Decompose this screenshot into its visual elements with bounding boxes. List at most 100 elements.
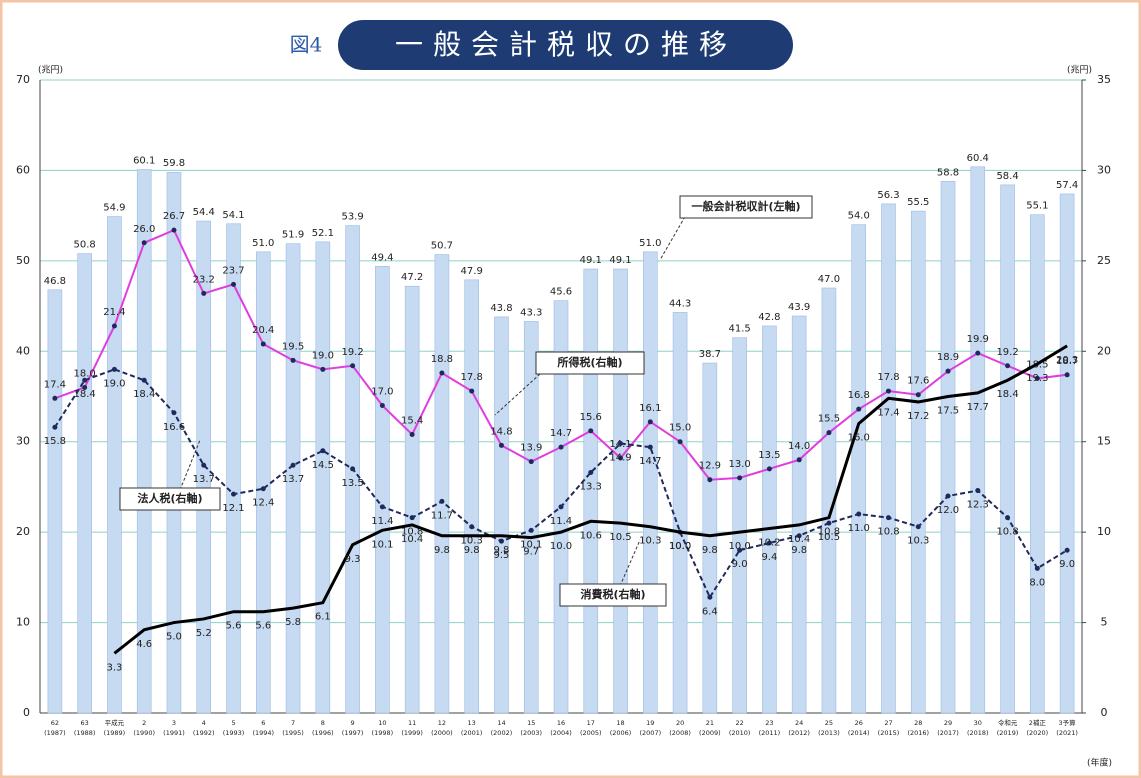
line-marker [82, 377, 88, 383]
line-marker [469, 388, 475, 394]
bar [77, 253, 92, 714]
x-tick-year: (1987) [44, 729, 66, 737]
line-marker [707, 594, 713, 600]
bar-value-label: 41.5 [728, 324, 750, 335]
line-value-label: 10.8 [401, 527, 423, 538]
callout-box [119, 487, 221, 511]
y-tick-label: 40 [16, 344, 30, 357]
line-value-label: 9.4 [761, 552, 777, 563]
bar [523, 321, 539, 714]
bar-value-label: 46.8 [44, 276, 66, 287]
line-marker [1034, 375, 1040, 381]
line-value-label: 13.5 [758, 450, 780, 461]
line-value-label: 18.4 [133, 389, 155, 400]
y-tick-label: 60 [16, 163, 30, 176]
line-marker [1064, 372, 1070, 378]
line-marker [558, 504, 564, 510]
line-value-label: 18.4 [996, 389, 1018, 400]
bar [851, 224, 867, 714]
line-marker [618, 441, 624, 447]
line-value-label: 12.1 [222, 503, 244, 514]
line-marker [320, 366, 326, 372]
figure-label: 図4 [290, 33, 323, 57]
y2-tick-label: 10 [1097, 525, 1111, 538]
line-value-label: 11.0 [848, 523, 870, 534]
line-value-label: 14.7 [639, 456, 661, 467]
line-value-label: 15.5 [818, 414, 840, 425]
y2-tick-label: 15 [1097, 435, 1111, 448]
bar [643, 251, 658, 714]
line-marker [1034, 565, 1040, 571]
series-name: 所得税(右軸) [557, 355, 622, 369]
x-tick-year: (1998) [372, 729, 394, 737]
line-value-label: 10.8 [877, 527, 899, 538]
line-value-label: 20.3 [1056, 355, 1078, 366]
x-tick-label: 28 [914, 719, 922, 727]
bar-value-label: 56.3 [877, 190, 899, 201]
x-tick-label: 22 [735, 719, 743, 727]
bar-value-label: 57.4 [1056, 180, 1078, 191]
x-tick-year: (2015) [878, 729, 900, 737]
x-tick-label: 23 [765, 719, 773, 727]
line-marker [201, 290, 207, 296]
line-marker [618, 455, 624, 461]
x-tick-label: 15 [527, 719, 535, 727]
series-name: 消費税(右軸) [580, 587, 645, 601]
line-value-label: 10.2 [758, 538, 780, 549]
line-value-label: 19.2 [341, 347, 363, 358]
line-value-label: 14.0 [788, 441, 810, 452]
y-tick-label: 20 [16, 525, 30, 538]
x-tick-label: 18 [616, 719, 624, 727]
bar [464, 279, 479, 714]
x-tick-year: (1994) [252, 729, 274, 737]
line-marker [409, 515, 415, 521]
x-tick-label: 2補正 [1029, 718, 1047, 727]
bar-value-label: 53.9 [341, 212, 363, 223]
series-name: 法人税(右軸) [137, 491, 202, 505]
line-value-label: 16.8 [848, 390, 870, 401]
line-value-label: 16.0 [848, 433, 870, 444]
line-marker [231, 491, 237, 497]
line-marker [1005, 363, 1011, 369]
bar-value-label: 60.4 [967, 153, 989, 164]
x-tick-label: 6 [261, 719, 265, 727]
line-value-label: 9.8 [702, 545, 718, 556]
line-marker [379, 403, 385, 409]
chart-title: 一般会計税収の推移 [395, 28, 737, 61]
line-value-label: 5.0 [166, 632, 182, 643]
bar [375, 265, 390, 714]
bar [47, 289, 63, 714]
line-marker [379, 504, 385, 510]
line-marker [260, 341, 266, 347]
bar [910, 210, 926, 714]
line-marker [201, 462, 207, 468]
bar-value-label: 54.4 [193, 207, 215, 218]
line-value-label: 9.8 [494, 545, 510, 556]
line-marker [52, 395, 58, 401]
x-tick-label: 14 [497, 719, 505, 727]
x-tick-label: 21 [706, 719, 714, 727]
line-marker [707, 477, 713, 483]
line-marker [528, 527, 534, 533]
callout-box [559, 583, 667, 607]
bar-value-label: 58.4 [996, 171, 1018, 182]
line-marker [350, 466, 356, 472]
x-tick-label: 24 [795, 719, 803, 727]
x-tick-label: 平成元 [105, 718, 125, 727]
line-value-label: 17.2 [907, 411, 929, 422]
line-value-label: 9.8 [434, 545, 450, 556]
line-value-label: 12.0 [937, 505, 959, 516]
y2-tick-label: 25 [1097, 254, 1111, 267]
line-value-label: 10.3 [461, 536, 483, 547]
bar-value-label: 51.9 [282, 230, 304, 241]
bar-value-label: 55.1 [1026, 201, 1048, 212]
line-value-label: 14.5 [312, 460, 334, 471]
y2-tick-label: 30 [1097, 163, 1111, 176]
x-tick-year: (2009) [699, 729, 721, 737]
x-tick-year: (2020) [1027, 729, 1049, 737]
x-tick-label: 2 [142, 719, 146, 727]
x-tick-year: (1992) [193, 729, 215, 737]
x-tick-year: (2017) [937, 729, 959, 737]
bar [613, 268, 628, 714]
line-marker [796, 457, 802, 463]
